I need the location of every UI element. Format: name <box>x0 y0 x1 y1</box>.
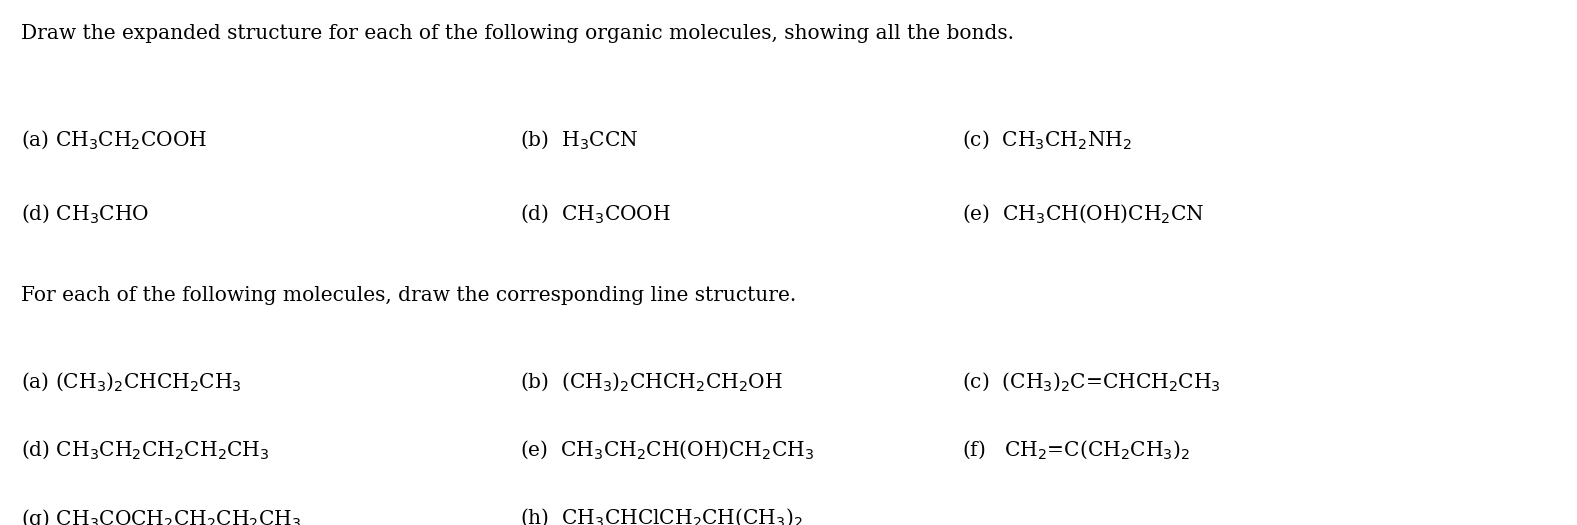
Text: (c)  (CH$_3$)$_2$C=CHCH$_2$CH$_3$: (c) (CH$_3$)$_2$C=CHCH$_2$CH$_3$ <box>962 370 1221 393</box>
Text: (g) CH$_3$COCH$_2$CH$_2$CH$_2$CH$_3$: (g) CH$_3$COCH$_2$CH$_2$CH$_2$CH$_3$ <box>21 507 301 525</box>
Text: (a) (CH$_3$)$_2$CHCH$_2$CH$_3$: (a) (CH$_3$)$_2$CHCH$_2$CH$_3$ <box>21 370 241 393</box>
Text: (e)  CH$_3$CH$_2$CH(OH)CH$_2$CH$_3$: (e) CH$_3$CH$_2$CH(OH)CH$_2$CH$_3$ <box>520 438 814 461</box>
Text: (d)  CH$_3$COOH: (d) CH$_3$COOH <box>520 202 672 225</box>
Text: (h)  CH$_3$CHClCH$_2$CH(CH$_3$)$_2$: (h) CH$_3$CHClCH$_2$CH(CH$_3$)$_2$ <box>520 507 803 525</box>
Text: (d) CH$_3$CH$_2$CH$_2$CH$_2$CH$_3$: (d) CH$_3$CH$_2$CH$_2$CH$_2$CH$_3$ <box>21 438 270 461</box>
Text: (a) CH$_3$CH$_2$COOH: (a) CH$_3$CH$_2$COOH <box>21 129 207 151</box>
Text: (b)  H$_3$CCN: (b) H$_3$CCN <box>520 129 639 151</box>
Text: Draw the expanded structure for each of the following organic molecules, showing: Draw the expanded structure for each of … <box>21 24 1014 43</box>
Text: (d) CH$_3$CHO: (d) CH$_3$CHO <box>21 202 148 225</box>
Text: For each of the following molecules, draw the corresponding line structure.: For each of the following molecules, dra… <box>21 286 796 305</box>
Text: (c)  CH$_3$CH$_2$NH$_2$: (c) CH$_3$CH$_2$NH$_2$ <box>962 129 1132 151</box>
Text: (e)  CH$_3$CH(OH)CH$_2$CN: (e) CH$_3$CH(OH)CH$_2$CN <box>962 202 1205 225</box>
Text: (b)  (CH$_3$)$_2$CHCH$_2$CH$_2$OH: (b) (CH$_3$)$_2$CHCH$_2$CH$_2$OH <box>520 370 784 393</box>
Text: (f)   CH$_2$=C(CH$_2$CH$_3$)$_2$: (f) CH$_2$=C(CH$_2$CH$_3$)$_2$ <box>962 438 1191 461</box>
